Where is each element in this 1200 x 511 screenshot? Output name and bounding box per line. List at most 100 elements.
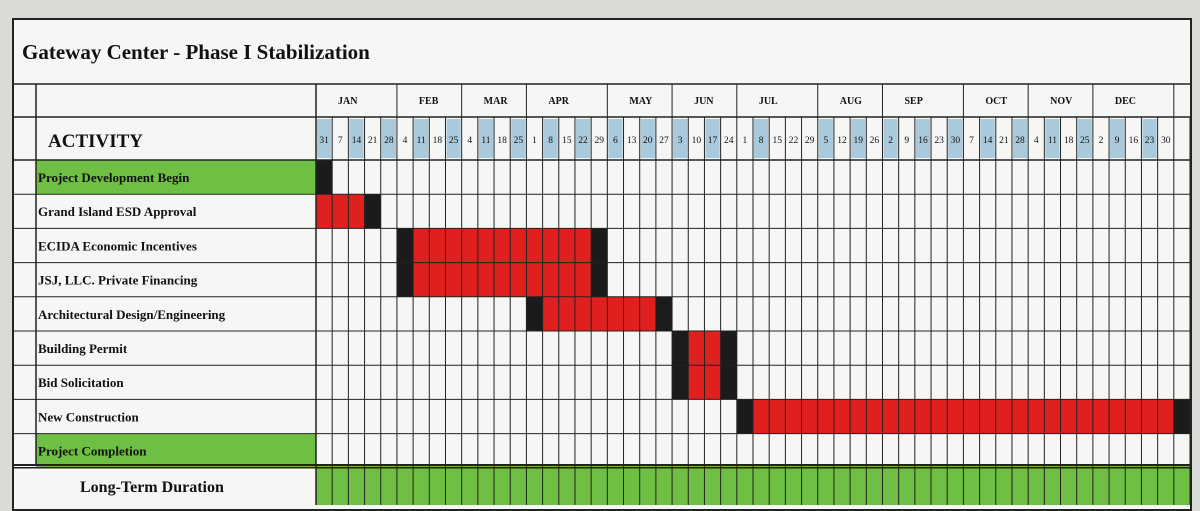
week-highlight xyxy=(608,119,623,158)
activity-label: Architectural Design/Engineering xyxy=(38,307,226,322)
week-tick-label: 16 xyxy=(918,136,928,146)
week-tick-label: 25 xyxy=(1080,136,1090,146)
week-tick-label: 18 xyxy=(433,136,443,146)
week-tick-label: 29 xyxy=(805,136,815,146)
week-highlight xyxy=(673,119,688,158)
week-tick-label: 13 xyxy=(627,136,637,146)
week-tick-label: 9 xyxy=(904,136,909,146)
activity-column-header: ACTIVITY xyxy=(48,131,143,152)
milestone-cell xyxy=(672,331,689,366)
week-highlight xyxy=(980,119,995,158)
week-tick-label: 31 xyxy=(319,136,329,146)
week-tick-label: 26 xyxy=(870,136,880,146)
week-tick-label: 11 xyxy=(1048,136,1057,146)
month-label-dec: DEC xyxy=(1115,96,1136,107)
week-tick-label: 3 xyxy=(678,136,683,146)
week-highlight xyxy=(1012,119,1028,158)
week-highlight xyxy=(414,119,429,158)
activity-label: New Construction xyxy=(38,409,140,424)
week-highlight xyxy=(883,119,898,158)
milestone-cell xyxy=(1173,399,1190,434)
milestone-cell xyxy=(672,365,689,400)
footer-label: Long-Term Duration xyxy=(80,479,224,496)
week-tick-label: 8 xyxy=(548,136,553,146)
month-label-nov: NOV xyxy=(1050,96,1073,107)
week-tick-label: 2 xyxy=(888,136,893,146)
week-highlight xyxy=(511,119,526,158)
week-tick-label: 23 xyxy=(1145,136,1155,146)
week-highlight xyxy=(575,119,591,158)
gantt-bar xyxy=(348,194,365,229)
week-highlight xyxy=(381,119,396,158)
milestone-cell xyxy=(364,194,381,229)
activity-label: ECIDA Economic Incentives xyxy=(38,238,197,253)
week-tick-label: 12 xyxy=(837,136,847,146)
week-tick-label: 2 xyxy=(1099,136,1104,146)
week-highlight xyxy=(640,119,655,158)
week-tick-label: 30 xyxy=(1161,136,1171,146)
week-tick-label: 15 xyxy=(562,136,572,146)
week-tick-label: 1 xyxy=(743,136,748,146)
week-tick-label: 7 xyxy=(338,136,343,146)
month-label-sep: SEP xyxy=(904,96,922,107)
week-tick-label: 4 xyxy=(1034,136,1039,146)
week-tick-label: 27 xyxy=(659,136,669,146)
week-tick-label: 28 xyxy=(384,136,394,146)
gantt-bar xyxy=(316,194,333,229)
activity-label: Grand Island ESD Approval xyxy=(38,204,197,219)
month-label-jan: JAN xyxy=(338,96,358,107)
week-tick-label: 8 xyxy=(759,136,764,146)
week-tick-label: 14 xyxy=(352,136,362,146)
week-tick-label: 30 xyxy=(951,136,961,146)
week-tick-label: 22 xyxy=(578,136,588,146)
activity-label-highlight xyxy=(36,160,316,195)
week-highlight xyxy=(317,119,332,158)
month-label-jul: JUL xyxy=(759,96,778,107)
week-tick-label: 11 xyxy=(481,136,490,146)
week-highlight xyxy=(478,119,494,158)
week-tick-label: 18 xyxy=(497,136,507,146)
milestone-cell xyxy=(736,399,753,434)
activity-label: Project Completion xyxy=(38,444,147,459)
milestone-cell xyxy=(396,262,414,297)
week-tick-label: 24 xyxy=(724,136,734,146)
week-highlight xyxy=(851,119,866,158)
week-tick-label: 5 xyxy=(823,136,828,146)
week-tick-label: 25 xyxy=(449,136,459,146)
week-tick-label: 1 xyxy=(532,136,537,146)
chart-title: Gateway Center - Phase I Stabilization xyxy=(22,40,370,64)
week-highlight xyxy=(818,119,833,158)
week-tick-label: 4 xyxy=(403,136,408,146)
milestone-cell xyxy=(655,296,673,331)
activity-label: Bid Solicitation xyxy=(38,375,124,390)
month-label-feb: FEB xyxy=(419,96,439,107)
milestone-cell xyxy=(591,262,608,297)
month-label-aug: AUG xyxy=(840,96,862,107)
week-tick-label: 6 xyxy=(613,136,618,146)
milestone-cell xyxy=(316,160,333,195)
month-label-mar: MAR xyxy=(484,96,509,107)
month-label-may: MAY xyxy=(629,96,653,107)
week-highlight xyxy=(705,119,720,158)
week-highlight xyxy=(1077,119,1092,158)
milestone-cell xyxy=(720,365,737,400)
milestone-cell xyxy=(720,331,737,366)
week-highlight xyxy=(349,119,364,158)
week-highlight xyxy=(1110,119,1125,158)
gantt-bar xyxy=(413,262,592,297)
week-tick-label: 9 xyxy=(1115,136,1120,146)
week-highlight xyxy=(543,119,558,158)
week-tick-label: 21 xyxy=(368,136,378,146)
activity-label: Project Development Begin xyxy=(38,170,190,185)
activity-label: Building Permit xyxy=(38,341,128,356)
week-highlight xyxy=(915,119,931,158)
week-tick-label: 29 xyxy=(594,136,604,146)
milestone-cell xyxy=(396,228,414,263)
week-tick-label: 10 xyxy=(692,136,702,146)
week-tick-label: 22 xyxy=(789,136,799,146)
week-tick-label: 15 xyxy=(773,136,783,146)
gantt-bar xyxy=(542,296,656,331)
week-highlight xyxy=(948,119,963,158)
week-tick-label: 25 xyxy=(514,136,524,146)
activity-label-highlight xyxy=(36,433,316,468)
